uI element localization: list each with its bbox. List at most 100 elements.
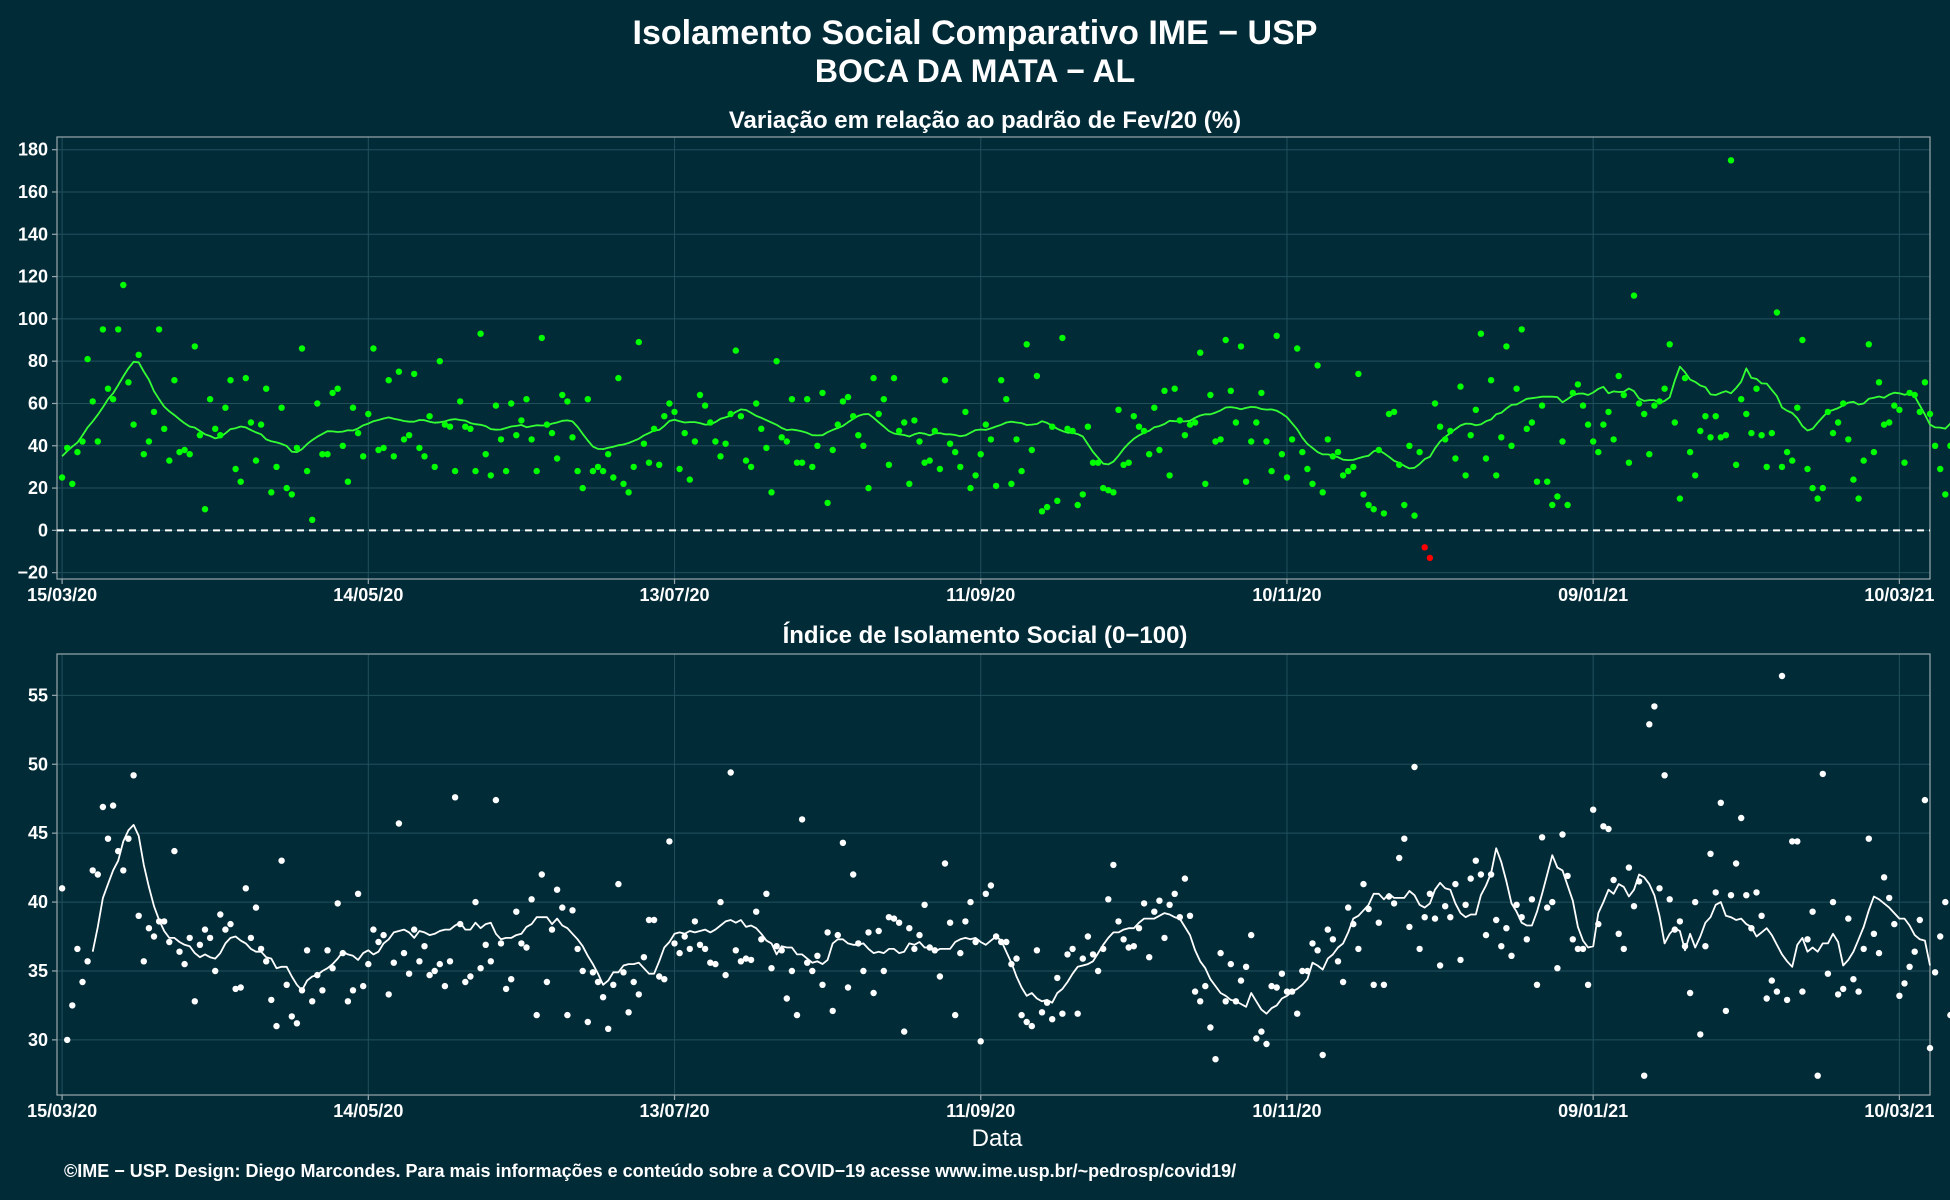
data-point	[1079, 491, 1087, 498]
data-point	[1508, 442, 1515, 449]
data-point	[431, 463, 438, 471]
data-point	[1207, 1024, 1214, 1031]
data-point	[553, 886, 561, 893]
data-point	[360, 982, 367, 990]
data-point	[1697, 1031, 1704, 1038]
data-point	[349, 987, 357, 994]
data-point	[1319, 489, 1326, 496]
data-point	[1299, 448, 1306, 456]
data-point	[196, 941, 204, 948]
data-point	[1462, 472, 1469, 479]
data-point	[1584, 981, 1592, 988]
data-point	[1094, 967, 1102, 975]
data-point	[135, 912, 142, 919]
data-point	[972, 938, 979, 946]
data-point	[446, 958, 454, 965]
x-tick-label: 14/05/20	[333, 1101, 403, 1121]
data-point	[1528, 896, 1536, 903]
data-point	[926, 457, 933, 464]
y-tick-label: 30	[28, 1030, 48, 1050]
data-point	[1278, 451, 1286, 458]
data-point	[314, 971, 321, 979]
data-point	[487, 472, 494, 479]
x-tick-label: 10/03/21	[1864, 1101, 1934, 1121]
data-point	[625, 1009, 632, 1016]
data-point	[855, 432, 862, 439]
data-point	[1140, 427, 1148, 435]
data-point	[278, 857, 285, 864]
x-tick-label: 11/09/20	[946, 585, 1015, 605]
data-point	[1493, 916, 1500, 924]
y-tick-label: 60	[28, 393, 48, 413]
data-point	[1819, 484, 1827, 492]
data-point	[850, 871, 857, 878]
data-point	[870, 989, 877, 997]
data-point	[1840, 400, 1847, 407]
data-point	[508, 400, 515, 407]
data-point	[89, 867, 96, 874]
data-point	[824, 499, 831, 507]
data-point	[605, 1025, 612, 1033]
data-point	[334, 900, 341, 907]
data-point	[1605, 825, 1612, 833]
data-point	[599, 994, 607, 1001]
data-point	[1294, 1010, 1301, 1017]
data-point	[334, 385, 341, 392]
data-point	[768, 489, 775, 496]
data-point	[1324, 436, 1332, 443]
data-point	[1074, 501, 1081, 509]
data-point	[303, 467, 311, 475]
data-point	[58, 474, 66, 481]
data-point	[1013, 955, 1020, 962]
data-point	[69, 480, 76, 487]
data-point	[1146, 954, 1153, 961]
data-point	[1345, 904, 1352, 911]
data-point	[206, 396, 214, 403]
data-point	[1431, 400, 1439, 407]
data-point	[1487, 377, 1495, 384]
data-point	[671, 408, 678, 416]
data-point	[1518, 914, 1525, 921]
data-point	[574, 467, 581, 475]
data-point	[1202, 480, 1209, 487]
data-point	[206, 934, 214, 942]
data-point	[839, 839, 847, 846]
data-point	[1462, 901, 1469, 908]
data-point	[436, 358, 443, 365]
data-point	[707, 419, 714, 426]
data-point	[523, 944, 530, 951]
data-point	[263, 958, 270, 965]
data-point	[1921, 379, 1929, 386]
data-point	[354, 890, 362, 897]
data-point	[1809, 908, 1816, 915]
data-point	[1380, 981, 1388, 988]
data-point	[916, 931, 923, 939]
data-point	[982, 421, 989, 428]
data-point	[681, 933, 688, 940]
data-point	[303, 947, 311, 954]
data-point	[819, 389, 826, 397]
data-point	[1656, 398, 1663, 405]
data-point	[268, 996, 275, 1004]
data-point	[1651, 402, 1658, 409]
data-point	[661, 976, 668, 983]
data-point	[1314, 947, 1321, 954]
data-point	[390, 959, 397, 966]
data-point	[1105, 896, 1112, 903]
data-point	[1870, 448, 1878, 456]
data-point	[1855, 988, 1862, 995]
data-point	[1380, 510, 1388, 517]
data-point	[901, 419, 908, 426]
data-point	[1043, 999, 1051, 1006]
data-point	[1457, 956, 1464, 964]
data-point	[1268, 467, 1275, 475]
data-point	[1712, 413, 1719, 420]
data-point	[426, 971, 433, 979]
data-point	[691, 438, 699, 445]
data-point	[1222, 998, 1229, 1005]
data-point	[870, 374, 877, 382]
data-point	[946, 919, 954, 926]
data-point	[1829, 429, 1837, 437]
data-point	[1186, 912, 1194, 919]
data-point	[1773, 988, 1781, 995]
